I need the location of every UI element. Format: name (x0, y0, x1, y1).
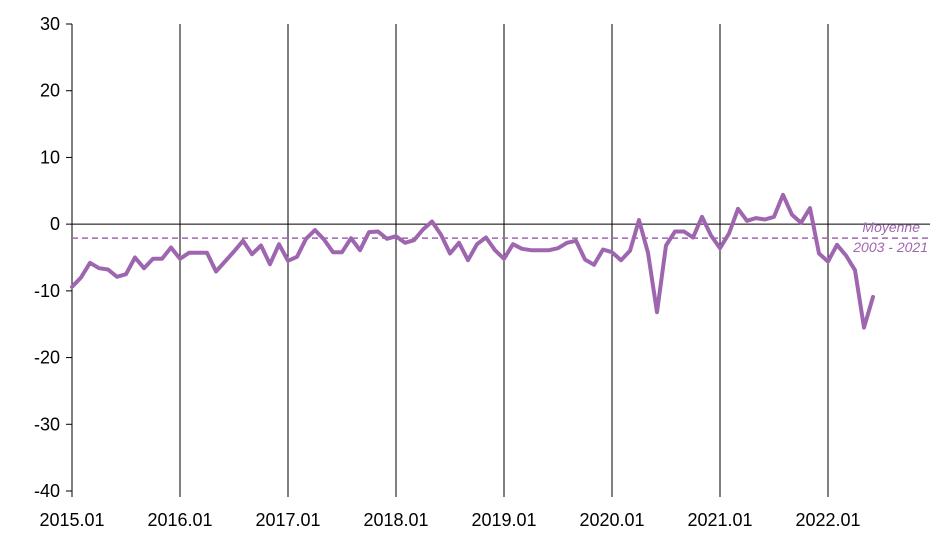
x-axis-ticks: 2015.01 2016.01 2017.01 2018.01 2019.01 2020.… (39, 491, 861, 530)
x-tick-label: 2015.01 (39, 510, 104, 530)
x-tick-label: 2018.01 (363, 510, 428, 530)
y-tick-label: 30 (40, 14, 60, 34)
x-tick-label: 2020.01 (579, 510, 644, 530)
x-tick-label: 2017.01 (255, 510, 320, 530)
x-tick-label: 2022.01 (795, 510, 860, 530)
y-tick-label: -10 (34, 281, 60, 301)
y-tick-label: -20 (34, 348, 60, 368)
y-tick-label: -40 (34, 481, 60, 501)
series-line (70, 192, 875, 330)
y-tick-label: 10 (40, 147, 60, 167)
y-tick-label: -30 (34, 414, 60, 434)
average-label-line2: 2003 - 2021 (852, 239, 928, 255)
x-tick-label: 2021.01 (687, 510, 752, 530)
series-layer (70, 192, 875, 330)
y-axis-ticks: 30 20 10 0 -10 -20 -30 -40 (34, 14, 72, 501)
x-tick-label: 2016.01 (147, 510, 212, 530)
average-label-line1: Moyenne (862, 219, 920, 235)
y-tick-label: 0 (50, 214, 60, 234)
y-tick-label: 20 (40, 81, 60, 101)
vertical-grid-lines (179, 24, 829, 491)
x-tick-label: 2019.01 (471, 510, 536, 530)
